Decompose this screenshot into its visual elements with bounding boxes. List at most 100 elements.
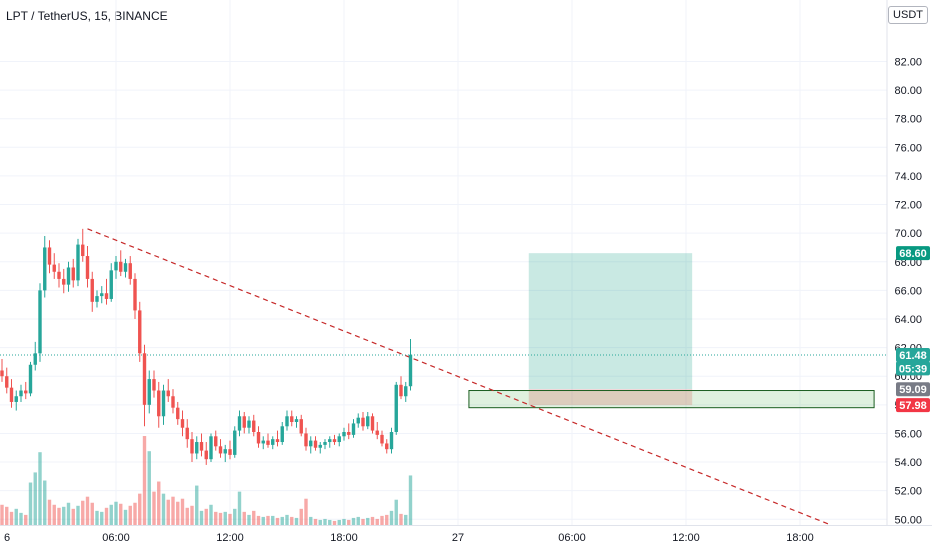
candle-body: [81, 244, 85, 257]
volume-bar: [176, 501, 180, 525]
candle-body: [294, 419, 299, 422]
volume-bar: [71, 508, 75, 525]
candle-body: [385, 443, 389, 450]
volume-bar: [138, 493, 142, 525]
candle-body: [114, 261, 118, 271]
volume-bar: [166, 499, 170, 525]
volume-bar: [33, 472, 37, 525]
volume-bar: [28, 482, 33, 525]
candle-body: [199, 442, 204, 451]
candle-body: [138, 310, 142, 354]
candle-body: [366, 416, 370, 427]
volume-bar: [0, 504, 4, 525]
drawings: [0, 228, 887, 526]
candle-body: [204, 450, 208, 460]
candle-body: [9, 387, 14, 402]
candle-body: [370, 416, 375, 431]
volume-bar: [123, 509, 128, 525]
volume-bar: [66, 502, 71, 525]
volume-bar: [147, 451, 151, 525]
price-label-box: [896, 361, 930, 376]
volume-bar: [5, 506, 9, 525]
candle-body: [38, 290, 42, 354]
volume-bar: [280, 516, 284, 525]
candle-body: [318, 444, 322, 448]
price-label-text: 05:39: [899, 363, 927, 375]
volume-bar: [57, 507, 61, 525]
price-tick-label: 82.00: [894, 56, 922, 68]
price-tick-label: 66.00: [894, 285, 922, 297]
volume-bar: [90, 502, 94, 525]
candle-body: [0, 370, 4, 377]
candle-body: [347, 432, 351, 435]
volume-bar: [81, 500, 85, 525]
candle-body: [5, 376, 9, 388]
candle-body: [180, 419, 185, 428]
candle-body: [304, 433, 308, 447]
volume-bar: [285, 514, 289, 525]
profit-zone: [528, 253, 693, 390]
volume-bar: [237, 491, 242, 525]
volume-bar: [389, 510, 394, 525]
volume-bar: [180, 498, 185, 525]
candle-body: [214, 436, 218, 447]
candle-body: [71, 267, 75, 281]
volume-bar: [104, 507, 109, 525]
candle-body: [380, 434, 384, 444]
candle-body: [247, 420, 251, 428]
candle-body: [161, 390, 166, 417]
candle-body: [90, 278, 94, 302]
volume-bar: [152, 491, 156, 525]
candle-body: [237, 416, 242, 431]
candle-body: [14, 396, 18, 402]
volume-bar: [228, 513, 232, 525]
candle-body: [389, 432, 394, 450]
volume-bar: [157, 481, 161, 525]
volume-bar: [19, 512, 23, 525]
volume-bar: [323, 518, 327, 525]
candle-body: [223, 449, 227, 454]
volume-bar: [109, 504, 113, 525]
volume-bar: [399, 513, 403, 525]
volume-bar: [309, 516, 313, 525]
price-label-box: [896, 398, 930, 413]
candle-body: [104, 293, 109, 299]
volume-bar: [214, 511, 218, 525]
time-tick-label: 06:00: [102, 532, 130, 544]
time-tick-label: 18:00: [786, 532, 814, 544]
volume-bar: [328, 519, 332, 525]
price-tick-label: 76.00: [894, 142, 922, 154]
price-tick-label: 70.00: [894, 228, 922, 240]
volume-bar: [171, 496, 175, 525]
candle-body: [233, 430, 237, 455]
time-tick-label: 06:00: [558, 532, 586, 544]
candle-body: [100, 293, 104, 297]
candle-body: [76, 244, 80, 281]
volume-bar: [24, 514, 28, 525]
volume-bar: [356, 516, 360, 525]
volume-bar: [185, 507, 189, 525]
volume-bar: [190, 505, 194, 525]
volume-bar: [351, 517, 356, 525]
volume-bar: [404, 514, 408, 525]
stop-zone: [528, 389, 693, 406]
volume-bar: [14, 508, 18, 525]
candles: [0, 228, 413, 465]
candle-body: [394, 384, 398, 433]
price-label-box: [896, 348, 930, 363]
volume-bar: [114, 501, 118, 525]
candle-body: [332, 439, 337, 443]
candle-body: [285, 416, 289, 427]
candle-body: [218, 446, 223, 454]
candle-body: [57, 271, 61, 279]
time-tick-label: 27: [452, 532, 464, 544]
volume-bar: [342, 518, 346, 525]
price-label-text: 59.09: [899, 384, 927, 396]
volume-bar: [256, 515, 261, 525]
candle-body: [228, 449, 232, 455]
candle-body: [133, 278, 137, 311]
volume-bar: [304, 498, 308, 525]
currency-badge[interactable]: USDT: [888, 6, 928, 24]
price-tick-label: 50.00: [894, 514, 922, 526]
